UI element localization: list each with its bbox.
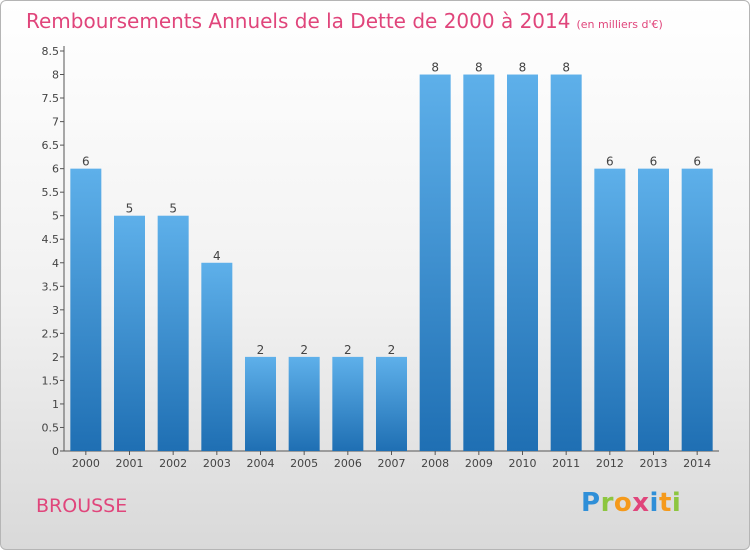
bar [288, 356, 320, 451]
x-tick-label: 2003 [203, 457, 231, 470]
bar [157, 215, 189, 451]
data-label: 8 [475, 61, 483, 75]
y-tick-label: 6.5 [42, 139, 60, 152]
y-tick-label: 8 [52, 69, 59, 82]
bar [463, 74, 495, 451]
y-tick-label: 0 [52, 445, 59, 458]
data-label: 2 [300, 343, 308, 357]
bar [419, 74, 451, 451]
bar [681, 168, 713, 451]
data-label: 4 [213, 249, 221, 263]
data-label: 8 [431, 61, 439, 75]
logo-letter: r [600, 488, 614, 518]
y-tick-label: 0.5 [42, 421, 60, 434]
bar [201, 262, 233, 451]
logo-letter: i [649, 488, 659, 518]
data-label: 2 [257, 343, 265, 357]
y-tick-label: 3.5 [42, 280, 60, 293]
y-tick-label: 4.5 [42, 233, 60, 246]
data-label: 2 [344, 343, 352, 357]
x-tick-label: 2006 [334, 457, 362, 470]
x-tick-label: 2011 [552, 457, 580, 470]
y-tick-label: 2 [52, 351, 59, 364]
data-label: 6 [650, 155, 658, 169]
data-label: 5 [126, 202, 134, 216]
data-labels: 6 5 5 4 2 2 2 2 8 8 8 8 6 6 6 [82, 61, 701, 357]
bar [245, 356, 276, 451]
chart-title-text: Remboursements Annuels de la Dette de 20… [26, 9, 571, 33]
bar [114, 215, 145, 451]
y-tick-label: 1.5 [42, 374, 60, 387]
axes: 0 0.5 1 1.5 2 2.5 3 3.5 4 4.5 5 5.5 6 6.5 7 7.5 8 8.5 2000… [42, 45, 719, 470]
logo-letter: t [658, 488, 672, 518]
proxiti-logo: Proxiti [581, 488, 681, 518]
bar [550, 74, 582, 451]
y-tick-label: 8.5 [42, 45, 60, 58]
y-tick-label: 1 [52, 398, 59, 411]
y-tick-label: 7 [52, 116, 59, 129]
bar [507, 74, 538, 451]
x-tick-label: 2013 [640, 457, 668, 470]
y-tick-label: 5 [52, 210, 59, 223]
data-label: 6 [693, 155, 701, 169]
bar [638, 168, 669, 451]
x-tick-label: 2001 [116, 457, 144, 470]
town-name: BROUSSE [36, 495, 128, 517]
data-label: 5 [169, 202, 177, 216]
bar [376, 356, 407, 451]
bar [70, 168, 102, 451]
logo-letter: P [581, 488, 601, 518]
chart-unit: (en milliers d'€) [576, 18, 663, 31]
bars [70, 74, 713, 451]
x-tick-label: 2002 [159, 457, 187, 470]
logo-letter: x [632, 488, 650, 518]
data-label: 2 [388, 343, 396, 357]
x-tick-label: 2010 [509, 457, 537, 470]
x-tick-label: 2005 [290, 457, 318, 470]
data-label: 8 [562, 61, 570, 75]
y-tick-label: 3 [52, 304, 59, 317]
data-label: 6 [606, 155, 614, 169]
logo-letter: i [671, 488, 682, 518]
x-tick-label: 2007 [378, 457, 406, 470]
y-tick-label: 2.5 [42, 327, 60, 340]
y-tick-label: 5.5 [42, 186, 60, 199]
bar [594, 168, 626, 451]
data-label: 6 [82, 155, 90, 169]
chart-title: Remboursements Annuels de la Dette de 20… [26, 9, 663, 33]
logo-letter: o [613, 488, 633, 518]
x-tick-label: 2004 [247, 457, 275, 470]
x-tick-label: 2012 [596, 457, 624, 470]
x-tick-label: 2000 [72, 457, 100, 470]
x-tick-label: 2014 [683, 457, 711, 470]
y-tick-label: 6 [52, 163, 59, 176]
bar [332, 356, 364, 451]
data-label: 8 [519, 61, 527, 75]
x-tick-label: 2008 [421, 457, 449, 470]
x-tick-label: 2009 [465, 457, 493, 470]
y-tick-label: 4 [52, 257, 59, 270]
y-tick-label: 7.5 [42, 92, 60, 105]
